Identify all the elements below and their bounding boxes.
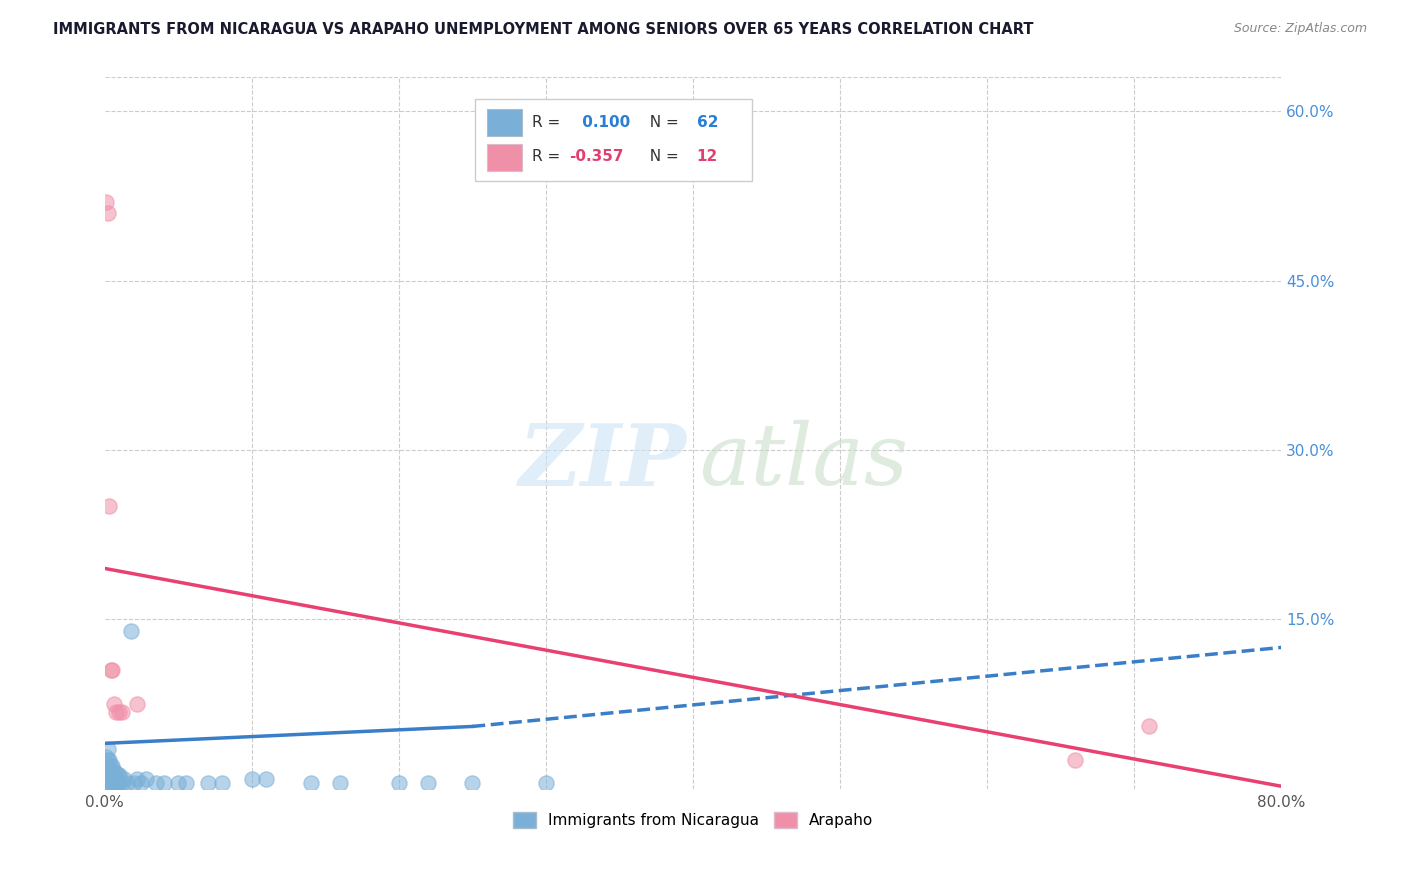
Point (94, 770, 117, 784)
Point (103, 764, 125, 779)
Point (115, 776, 138, 790)
Point (94, 764, 117, 779)
Text: 62: 62 (696, 114, 718, 129)
Point (100, 776, 122, 790)
Point (1064, 753, 1087, 767)
Point (329, 776, 352, 790)
Point (97, 206, 120, 220)
Point (94, 772, 117, 787)
Point (101, 772, 124, 787)
Point (105, 705, 128, 719)
Point (94, 761, 117, 775)
Point (98, 753, 121, 767)
Point (105, 776, 128, 790)
Point (111, 776, 134, 790)
Point (94, 194, 117, 209)
Point (97, 753, 120, 767)
Text: 12: 12 (696, 149, 718, 164)
Text: -0.357: -0.357 (569, 149, 624, 164)
Text: atlas: atlas (699, 420, 908, 503)
Point (97, 772, 120, 787)
Point (131, 776, 153, 790)
Point (100, 772, 122, 787)
Text: R =: R = (531, 149, 565, 164)
Point (103, 697, 125, 711)
Point (152, 776, 174, 790)
Point (111, 705, 134, 719)
Point (174, 776, 197, 790)
Point (100, 768, 122, 782)
Point (197, 776, 219, 790)
Point (240, 772, 263, 787)
Point (211, 776, 233, 790)
Point (125, 772, 148, 787)
Bar (486, 145, 523, 171)
Point (97, 742, 120, 756)
Point (108, 705, 131, 719)
Legend: Immigrants from Nicaragua, Arapaho: Immigrants from Nicaragua, Arapaho (506, 806, 880, 834)
Point (125, 697, 148, 711)
Point (98, 776, 121, 790)
Point (105, 768, 128, 782)
FancyBboxPatch shape (475, 99, 752, 180)
Point (103, 772, 125, 787)
Point (534, 776, 557, 790)
Point (97, 776, 120, 790)
Point (101, 759, 124, 773)
Point (107, 776, 129, 790)
Point (98, 761, 121, 775)
Text: N =: N = (640, 114, 683, 129)
Bar (486, 110, 523, 136)
Point (103, 776, 125, 790)
Point (94, 768, 117, 782)
Point (98, 500, 121, 514)
Point (1137, 719, 1160, 733)
Point (388, 776, 411, 790)
Point (122, 776, 145, 790)
Point (94, 756, 117, 771)
Point (418, 776, 440, 790)
Text: IMMIGRANTS FROM NICARAGUA VS ARAPAHO UNEMPLOYMENT AMONG SENIORS OVER 65 YEARS CO: IMMIGRANTS FROM NICARAGUA VS ARAPAHO UNE… (53, 22, 1033, 37)
Point (97, 768, 120, 782)
Point (167, 776, 190, 790)
Point (108, 776, 131, 790)
Point (100, 759, 122, 773)
Point (94, 776, 117, 790)
Point (104, 764, 127, 779)
Point (256, 772, 278, 787)
Point (101, 776, 124, 790)
Point (98, 768, 121, 782)
Point (100, 663, 122, 677)
Point (145, 776, 167, 790)
Point (101, 663, 124, 677)
Point (461, 776, 484, 790)
Point (104, 776, 127, 790)
Point (108, 768, 131, 782)
Point (107, 768, 129, 782)
Point (98, 772, 121, 787)
Text: N =: N = (640, 149, 683, 164)
Point (101, 768, 124, 782)
Point (120, 624, 142, 638)
Point (97, 761, 120, 775)
Text: R =: R = (531, 114, 565, 129)
Text: ZIP: ZIP (519, 419, 688, 503)
Point (112, 772, 135, 787)
Point (94, 750, 117, 764)
Point (135, 772, 157, 787)
Point (104, 772, 127, 787)
Text: Source: ZipAtlas.com: Source: ZipAtlas.com (1233, 22, 1367, 36)
Point (299, 776, 322, 790)
Text: 0.100: 0.100 (576, 114, 630, 129)
